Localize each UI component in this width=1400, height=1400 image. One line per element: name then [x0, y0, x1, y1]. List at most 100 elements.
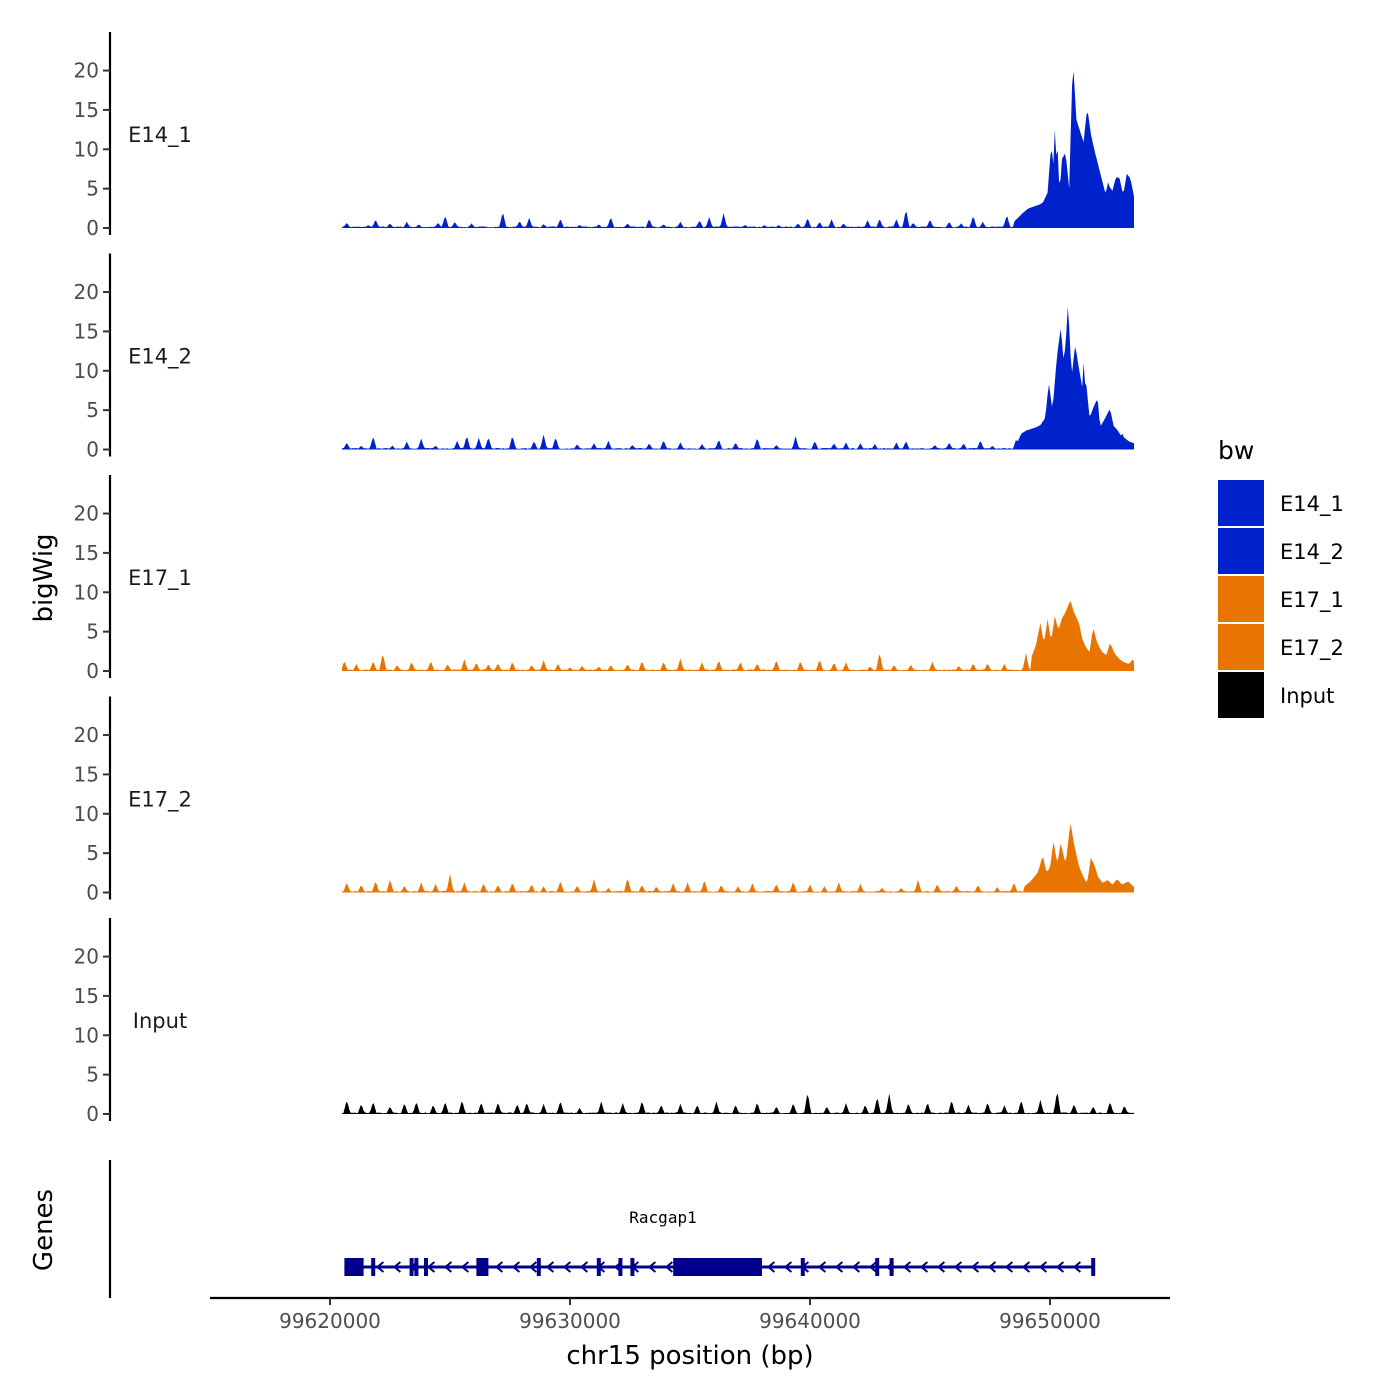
strand-arrow: [817, 1261, 827, 1273]
strand-arrow: [783, 1261, 793, 1273]
y-tick-label: 15: [74, 98, 99, 122]
strand-arrow: [902, 1261, 912, 1273]
strand-arrow: [375, 1261, 385, 1273]
legend-swatch: [1218, 480, 1264, 526]
legend-swatch: [1218, 624, 1264, 670]
legend-label: E14_1: [1280, 492, 1344, 517]
y-tick-label: 5: [86, 1063, 99, 1087]
strand-arrow: [970, 1261, 980, 1273]
exon-small: [371, 1258, 376, 1276]
strand-arrow: [545, 1261, 555, 1273]
gene-label: Racgap1: [629, 1208, 696, 1227]
x-tick-label: 99640000: [759, 1309, 861, 1333]
exon-small: [409, 1258, 414, 1276]
y-tick-label: 10: [74, 137, 99, 161]
exon-small: [889, 1258, 894, 1276]
y-tick-label: 15: [74, 319, 99, 343]
y-tick-label: 5: [86, 620, 99, 644]
exon-small: [536, 1258, 541, 1276]
strand-arrow: [443, 1261, 453, 1273]
strand-arrow: [919, 1261, 929, 1273]
strand-arrow: [1072, 1261, 1082, 1273]
x-tick-label: 99620000: [279, 1309, 381, 1333]
y-tick-label: 5: [86, 841, 99, 865]
panel-label: E14_1: [128, 123, 192, 148]
y-tick-label: 0: [86, 881, 99, 905]
y-tick-label: 10: [74, 359, 99, 383]
y-tick-label: 0: [86, 438, 99, 462]
x-axis-title: chr15 position (bp): [566, 1341, 813, 1371]
y-tick-label: 15: [74, 984, 99, 1008]
exon: [476, 1258, 489, 1276]
strand-arrow: [1055, 1261, 1065, 1273]
genes-axis-title: Genes: [29, 1189, 59, 1271]
x-axis: 99620000 99630000 99640000 99650000: [210, 1296, 1170, 1333]
y-tick-label: 5: [86, 177, 99, 201]
strand-arrow: [647, 1261, 657, 1273]
strand-arrow: [511, 1261, 521, 1273]
legend-swatch: [1218, 576, 1264, 622]
exon-small: [800, 1258, 805, 1276]
strand-arrow: [834, 1261, 844, 1273]
legend-title: bw: [1218, 436, 1254, 465]
signal-area: [342, 306, 1134, 450]
strand-arrow: [460, 1261, 470, 1273]
strand-arrow: [851, 1261, 861, 1273]
y-tick-label: 5: [86, 398, 99, 422]
strand-arrow: [987, 1261, 997, 1273]
exon-small: [618, 1258, 623, 1276]
y-tick-label: 0: [86, 659, 99, 683]
legend-swatch: [1218, 672, 1264, 718]
panel-label: E17_2: [128, 788, 192, 813]
strand-arrow: [426, 1261, 436, 1273]
legend-label: E14_2: [1280, 540, 1344, 565]
strand-arrow: [1038, 1261, 1048, 1273]
exon-small: [875, 1258, 880, 1276]
y-tick-label: 10: [74, 802, 99, 826]
legend-swatch: [1218, 528, 1264, 574]
panel-label: Input: [133, 1009, 187, 1033]
y-tick-label: 0: [86, 1102, 99, 1126]
strand-arrow: [1021, 1261, 1031, 1273]
exon-small: [424, 1258, 428, 1276]
strand-arrow: [936, 1261, 946, 1273]
track-panel-e17-2: 0 5 10 15 20 E17_2: [74, 696, 1134, 905]
strand-arrow: [766, 1261, 776, 1273]
strand-arrow: [562, 1261, 572, 1273]
y-tick-label: 10: [74, 1023, 99, 1047]
signal-area: [342, 823, 1134, 893]
strand-arrow: [494, 1261, 504, 1273]
panel-label: E14_2: [128, 345, 192, 370]
legend-label: E17_2: [1280, 636, 1344, 661]
legend: bw E14_1 E14_2 E17_1 E17_2 Input: [1218, 436, 1344, 718]
track-panel-input: 0 5 10 15 20 Input: [74, 918, 1134, 1126]
signal-area: [342, 1093, 1134, 1114]
strand-arrow: [953, 1261, 963, 1273]
y-tick-label: 20: [74, 945, 99, 969]
x-tick-label: 99650000: [999, 1309, 1101, 1333]
legend-label: Input: [1280, 684, 1334, 708]
y-tick-label: 15: [74, 541, 99, 565]
strand-arrow: [528, 1261, 538, 1273]
strand-arrow: [868, 1261, 878, 1273]
panel-label: E17_1: [128, 566, 192, 591]
y-tick-label: 15: [74, 762, 99, 786]
track-panel-e14-1: 0 5 10 15 20 E14_1: [74, 32, 1134, 240]
strand-arrow: [392, 1261, 402, 1273]
exon: [344, 1258, 364, 1276]
y-tick-label: 20: [74, 280, 99, 304]
exon-small: [1091, 1258, 1096, 1276]
signal-area: [342, 601, 1134, 671]
exon-small: [596, 1258, 601, 1276]
exon: [673, 1258, 762, 1276]
y-tick-label: 10: [74, 580, 99, 604]
x-tick-label: 99630000: [519, 1309, 621, 1333]
legend-label: E17_1: [1280, 588, 1344, 613]
y-tick-label: 20: [74, 502, 99, 526]
exon-small: [630, 1258, 635, 1276]
y-axis-title: bigWig: [29, 533, 59, 622]
y-tick-label: 20: [74, 59, 99, 83]
strand-arrow: [579, 1261, 589, 1273]
strand-arrow: [664, 1261, 674, 1273]
